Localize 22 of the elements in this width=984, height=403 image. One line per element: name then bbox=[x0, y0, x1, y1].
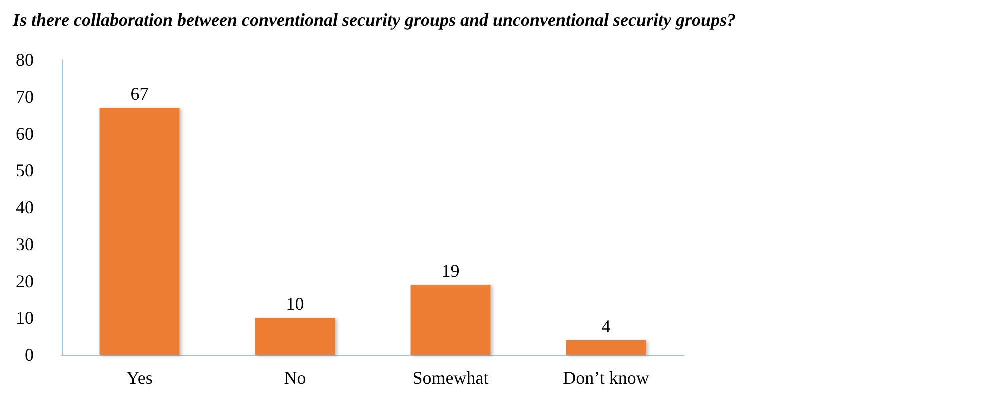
bar bbox=[100, 108, 180, 355]
y-tick-label: 60 bbox=[16, 124, 34, 144]
y-tick-label: 30 bbox=[16, 234, 34, 254]
y-tick-label: 10 bbox=[16, 308, 34, 328]
y-tick-label: 40 bbox=[16, 198, 34, 218]
bar bbox=[255, 318, 336, 355]
data-label: 4 bbox=[602, 316, 611, 336]
x-tick-label: Somewhat bbox=[412, 368, 489, 388]
y-tick-label: 0 bbox=[25, 345, 34, 365]
data-label: 67 bbox=[130, 84, 149, 104]
data-label: 10 bbox=[286, 294, 304, 314]
y-tick-label: 70 bbox=[16, 86, 34, 107]
bar bbox=[410, 284, 491, 355]
x-tick-label: Yes bbox=[126, 368, 153, 388]
chart-title: Is there collaboration between conventional security groups and unconventional security groups? bbox=[12, 10, 736, 30]
x-tick-label: Don’t know bbox=[563, 368, 650, 388]
y-tick-label: 20 bbox=[16, 271, 34, 292]
y-tick-label: 80 bbox=[16, 50, 34, 70]
data-label: 19 bbox=[442, 260, 460, 281]
x-tick-label: No bbox=[284, 368, 306, 388]
bar bbox=[566, 340, 646, 355]
y-tick-label: 50 bbox=[16, 160, 34, 181]
